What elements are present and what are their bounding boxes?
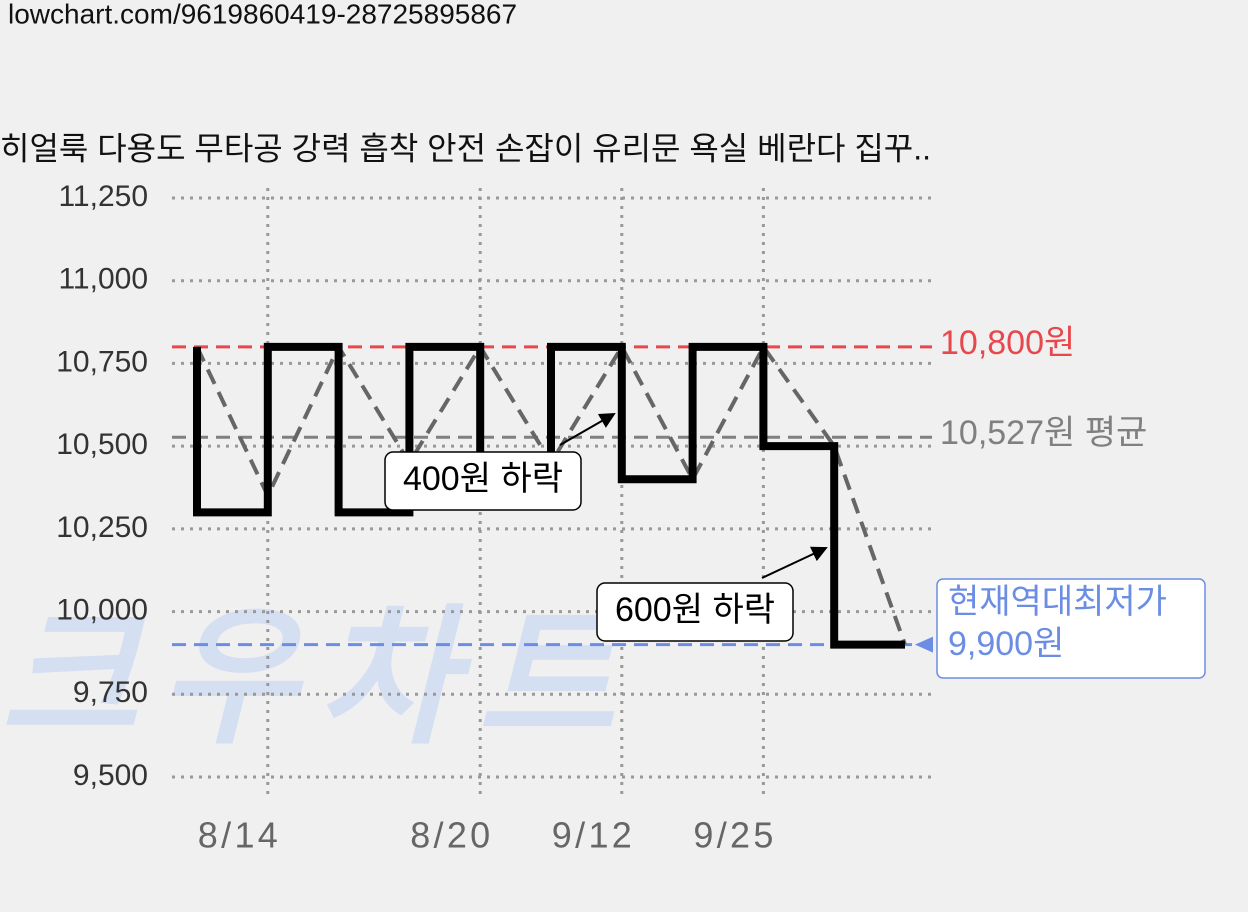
end-marker [915, 636, 933, 653]
x-tick-label: 9/25 [693, 815, 773, 856]
y-tick-label: 10,500 [56, 428, 148, 461]
annotation-arrow [761, 546, 828, 579]
annotation-box [384, 451, 582, 511]
label-box [936, 578, 1206, 679]
y-tick-label: 9,500 [73, 759, 148, 792]
x-tick-label: 9/12 [552, 815, 632, 856]
reference-label: 10,527원 평균 [940, 414, 1147, 452]
y-tick-label: 11,250 [58, 180, 148, 213]
y-tick-label: 9,750 [73, 676, 148, 709]
y-tick-label: 10,000 [56, 593, 148, 626]
annotation: 400원 하락 [403, 460, 563, 498]
y-tick-label: 10,750 [56, 345, 148, 378]
y-tick-label: 10,250 [56, 511, 148, 544]
chart-title: 히얼룩 다용도 무타공 강력 흡착 안전 손잡이 유리문 욕실 베란다 집꾸.. [0, 130, 931, 166]
annotation: 600원 하락 [615, 591, 775, 629]
reference-label: 현재역대최저가 [948, 583, 1167, 621]
url: lowchart.com/9619860419-28725895867 [8, 0, 517, 29]
reference-label: 10,800원 [940, 324, 1075, 362]
reference-label: 9,900원 [948, 625, 1064, 663]
x-tick-label: 8/20 [410, 815, 490, 856]
x-tick-label: 8/14 [198, 815, 278, 856]
annotation-arrow [559, 413, 616, 446]
y-tick-label: 11,000 [58, 263, 148, 296]
annotation-box [596, 582, 794, 642]
